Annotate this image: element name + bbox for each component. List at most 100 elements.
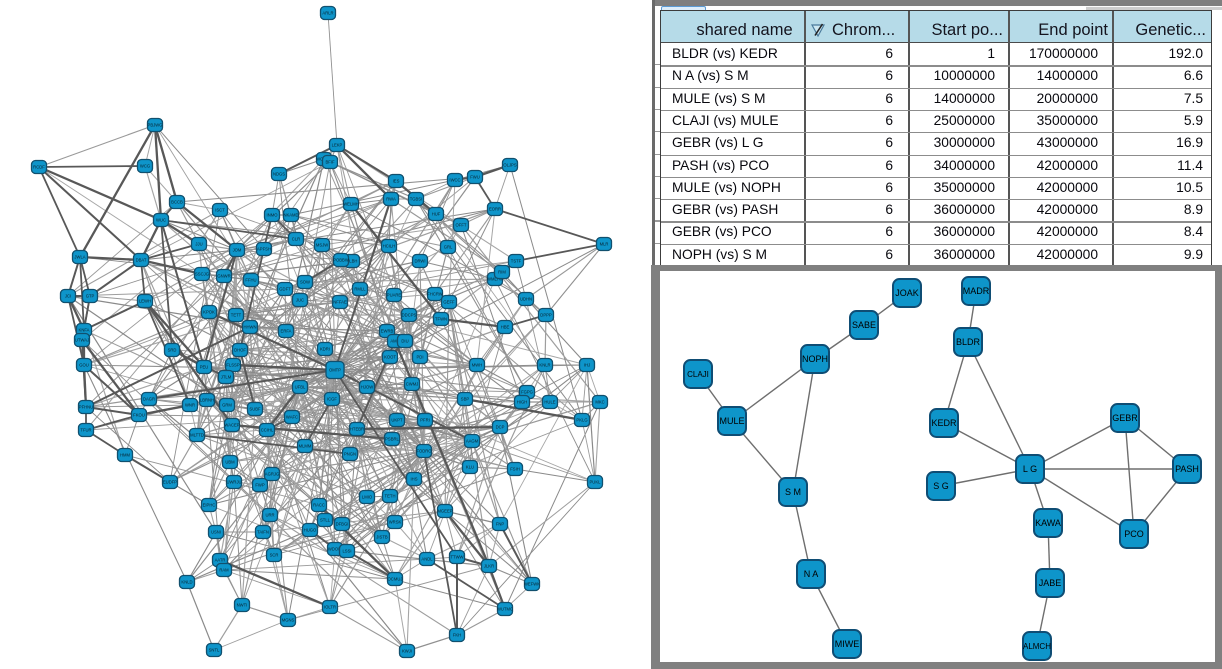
svg-text:UTWAJ: UTWAJ: [75, 338, 89, 343]
svg-text:JTLM: JTLM: [221, 375, 232, 380]
svg-text:LSSI: LSSI: [342, 549, 351, 554]
svg-text:LBRNH: LBRNH: [200, 398, 214, 403]
svg-text:MGEEP: MGEEP: [437, 509, 452, 514]
svg-text:S G: S G: [933, 481, 949, 491]
svg-text:PKLG: PKLG: [576, 418, 587, 423]
svg-text:TSTF: TSTF: [511, 259, 522, 264]
svg-text:WUC: WUC: [156, 218, 166, 223]
svg-text:WCG: WCG: [140, 164, 150, 169]
svg-text:JCI: JCI: [65, 294, 71, 299]
svg-text:GOU: GOU: [79, 363, 89, 368]
svg-text:TFUR: TFUR: [80, 428, 91, 433]
svg-text:TTWW: TTWW: [450, 555, 463, 560]
svg-text:FWP: FWP: [255, 483, 265, 488]
svg-text:USNI: USNI: [211, 530, 221, 535]
svg-text:GDFT: GDFT: [279, 287, 291, 292]
svg-text:PCO: PCO: [1124, 529, 1144, 539]
svg-text:STLL: STLL: [320, 518, 331, 523]
svg-text:CWMJ: CWMJ: [406, 382, 419, 387]
svg-text:JWLA: JWLA: [74, 255, 85, 260]
svg-text:WNR: WNR: [185, 403, 195, 408]
svg-text:MGNS: MGNS: [282, 618, 295, 623]
svg-text:EORR: EORR: [489, 207, 501, 212]
svg-text:JOM: JOM: [233, 248, 242, 253]
svg-text:MULE: MULE: [719, 416, 744, 426]
svg-text:SNTL: SNTL: [209, 648, 220, 653]
svg-text:GTP: GTP: [86, 294, 95, 299]
svg-text:GEFF: GEFF: [443, 300, 455, 305]
svg-text:ISCT: ISCT: [215, 208, 225, 213]
svg-text:TAIFN: TAIFN: [257, 530, 269, 535]
svg-text:HIGH: HIGH: [517, 400, 527, 405]
svg-text:KNFA: KNFA: [79, 328, 90, 333]
svg-text:ERFA: ERFA: [281, 329, 292, 334]
svg-text:EUDFP: EUDFP: [163, 480, 177, 485]
svg-text:JOAK: JOAK: [895, 288, 919, 298]
svg-text:BCCB: BCCB: [171, 200, 183, 205]
svg-text:FKH: FKH: [453, 633, 461, 638]
svg-text:LEWH: LEWH: [139, 299, 151, 304]
svg-text:KEDR: KEDR: [931, 418, 957, 428]
svg-text:JABE: JABE: [1039, 578, 1062, 588]
svg-text:PDI: PDI: [417, 355, 424, 360]
svg-text:WDOKI: WDOKI: [328, 547, 342, 552]
svg-text:HCILH: HCILH: [383, 244, 396, 249]
svg-text:SBP: SBP: [461, 397, 470, 402]
svg-text:EWRB: EWRB: [381, 329, 394, 334]
svg-text:JISTB: JISTB: [376, 535, 388, 540]
svg-text:NOPH: NOPH: [802, 354, 828, 364]
svg-text:DPPP: DPPP: [540, 313, 552, 318]
svg-text:WUTMC: WUTMC: [497, 607, 513, 612]
svg-text:IOLTR: IOLTR: [324, 605, 336, 610]
svg-text:DRWI: DRWI: [414, 259, 425, 264]
svg-text:CCIHL: CCIHL: [261, 428, 274, 433]
svg-text:URR: URR: [265, 513, 274, 518]
svg-text:WEFWK: WEFWK: [524, 582, 540, 587]
svg-text:OFFT: OFFT: [456, 223, 467, 228]
svg-text:MADR: MADR: [963, 286, 990, 296]
svg-text:BFIF: BFIF: [325, 160, 335, 165]
svg-text:LMIO: LMIO: [362, 495, 373, 500]
svg-text:GRM: GRM: [222, 403, 232, 408]
svg-text:PLBH: PLBH: [347, 259, 358, 264]
svg-text:AAGM: AAGM: [466, 439, 479, 444]
svg-text:RMLL: RMLL: [354, 287, 366, 292]
svg-text:KAWA: KAWA: [1035, 518, 1061, 528]
svg-text:OLJPS: OLJPS: [503, 163, 516, 168]
svg-text:NDGS: NDGS: [273, 172, 285, 177]
svg-text:DBAT: DBAT: [136, 258, 147, 263]
svg-text:FHCRW: FHCRW: [427, 292, 443, 297]
svg-text:HUF: HUF: [432, 212, 441, 217]
svg-text:UFBL: UFBL: [295, 385, 306, 390]
svg-text:UBM: UBM: [225, 460, 235, 465]
svg-text:ALMCH: ALMCH: [1023, 642, 1051, 651]
svg-text:WAFC: WAFC: [286, 415, 298, 420]
svg-text:FKOU: FKOU: [133, 413, 145, 418]
svg-text:INMO: INMO: [267, 213, 279, 218]
svg-text:JUC: JUC: [296, 298, 304, 303]
svg-text:RACC: RACC: [313, 503, 325, 508]
svg-text:HMM: HMM: [120, 453, 131, 458]
svg-text:UWRJU: UWRJU: [226, 480, 241, 485]
svg-text:MLR: MLR: [600, 242, 609, 247]
svg-text:IES: IES: [393, 179, 400, 184]
svg-text:GEBR: GEBR: [1112, 413, 1138, 423]
svg-text:FNP: FNP: [496, 522, 505, 527]
svg-text:NKAMD: NKAMD: [283, 213, 298, 218]
svg-text:FFHU: FFHU: [245, 278, 256, 283]
svg-text:KPOK: KPOK: [203, 310, 215, 315]
svg-text:LEKP: LEKP: [332, 143, 343, 148]
svg-text:HUGO: HUGO: [304, 528, 317, 533]
svg-text:IHS: IHS: [411, 477, 418, 482]
svg-text:JJU: JJU: [195, 242, 202, 247]
svg-text:PFHNU: PFHNU: [79, 405, 93, 410]
svg-text:MLTTD: MLTTD: [190, 433, 204, 438]
svg-text:AMR: AMR: [390, 339, 399, 344]
svg-text:UDHN: UDHN: [520, 297, 532, 302]
svg-text:HULE: HULE: [544, 400, 555, 405]
svg-text:TFWN: TFWN: [435, 317, 447, 322]
svg-text:TETH: TETH: [385, 494, 396, 499]
svg-text:FLSSP: FLSSP: [226, 363, 239, 368]
svg-text:GRL: GRL: [444, 245, 453, 250]
svg-text:OMTP: OMTP: [329, 368, 341, 373]
